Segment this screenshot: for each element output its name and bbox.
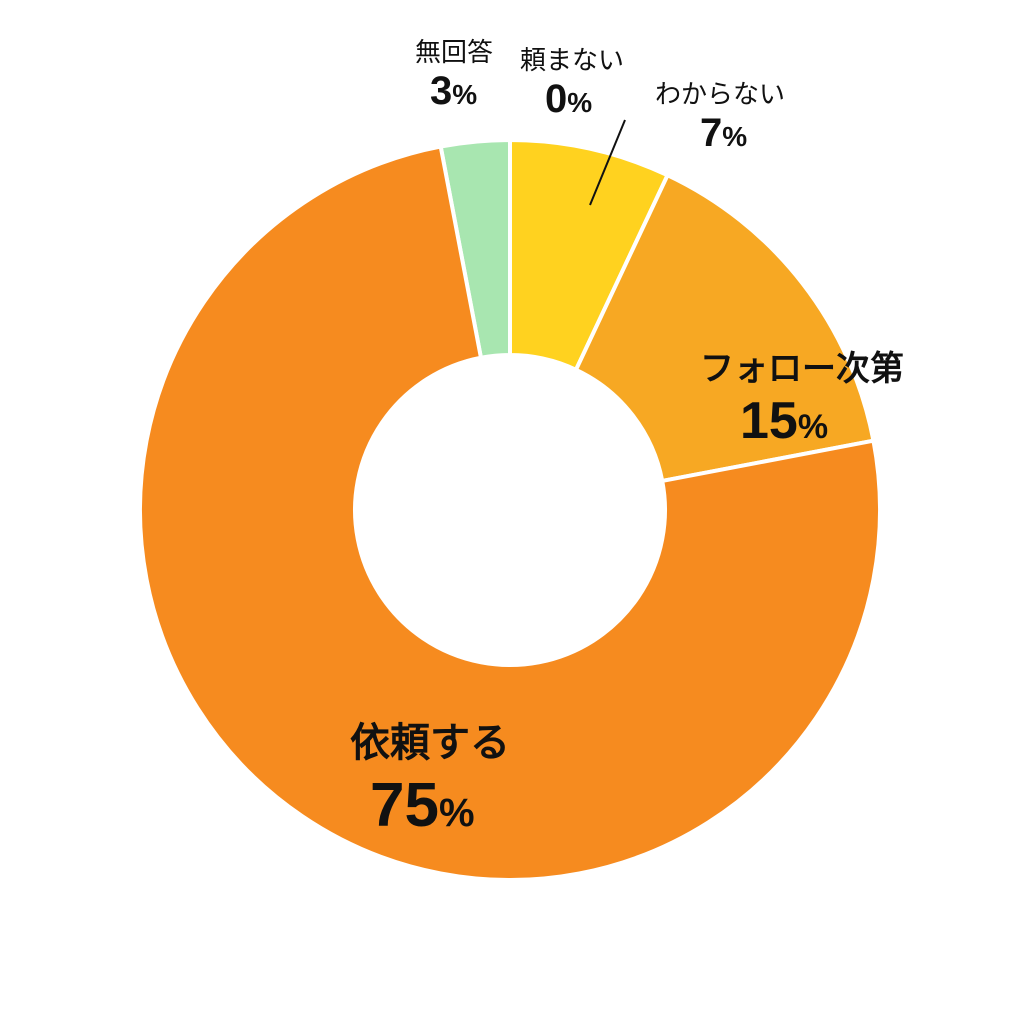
label-dont-know-name: わからない xyxy=(655,80,785,110)
label-depends-follow-name: フォロー次第 xyxy=(700,350,904,389)
label-wont-ask-pct: 0% xyxy=(545,76,592,122)
label-no-answer: 無回答 3% xyxy=(415,38,493,68)
label-will-request-pct-unit: % xyxy=(439,791,475,835)
donut-chart: 無回答 3% 頼まない 0% わからない 7% フォロー次第 15% 依頼する … xyxy=(0,0,1021,1020)
label-will-request-name: 依頼する xyxy=(350,720,510,766)
label-will-request-pct-num: 75 xyxy=(370,771,439,840)
label-dont-know-pct-unit: % xyxy=(722,121,747,152)
label-depends-follow: フォロー次第 15% xyxy=(700,350,904,389)
label-depends-follow-pct: 15% xyxy=(740,392,828,452)
label-dont-know: わからない 7% xyxy=(655,80,785,110)
label-will-request-pct: 75% xyxy=(370,770,475,841)
donut-svg xyxy=(0,0,1021,1020)
label-no-answer-pct-num: 3 xyxy=(430,69,452,113)
label-dont-know-pct: 7% xyxy=(700,110,747,156)
label-depends-follow-pct-unit: % xyxy=(798,408,828,446)
label-wont-ask-name: 頼まない xyxy=(520,46,624,76)
label-wont-ask-pct-num: 0 xyxy=(545,77,567,121)
label-no-answer-name: 無回答 xyxy=(415,38,493,68)
label-no-answer-pct: 3% xyxy=(430,68,477,114)
label-depends-follow-pct-num: 15 xyxy=(740,392,798,450)
label-no-answer-pct-unit: % xyxy=(452,79,477,110)
label-wont-ask-pct-unit: % xyxy=(567,87,592,118)
label-dont-know-pct-num: 7 xyxy=(700,111,722,155)
label-wont-ask: 頼まない 0% xyxy=(520,46,624,76)
label-will-request: 依頼する 75% xyxy=(350,720,510,766)
